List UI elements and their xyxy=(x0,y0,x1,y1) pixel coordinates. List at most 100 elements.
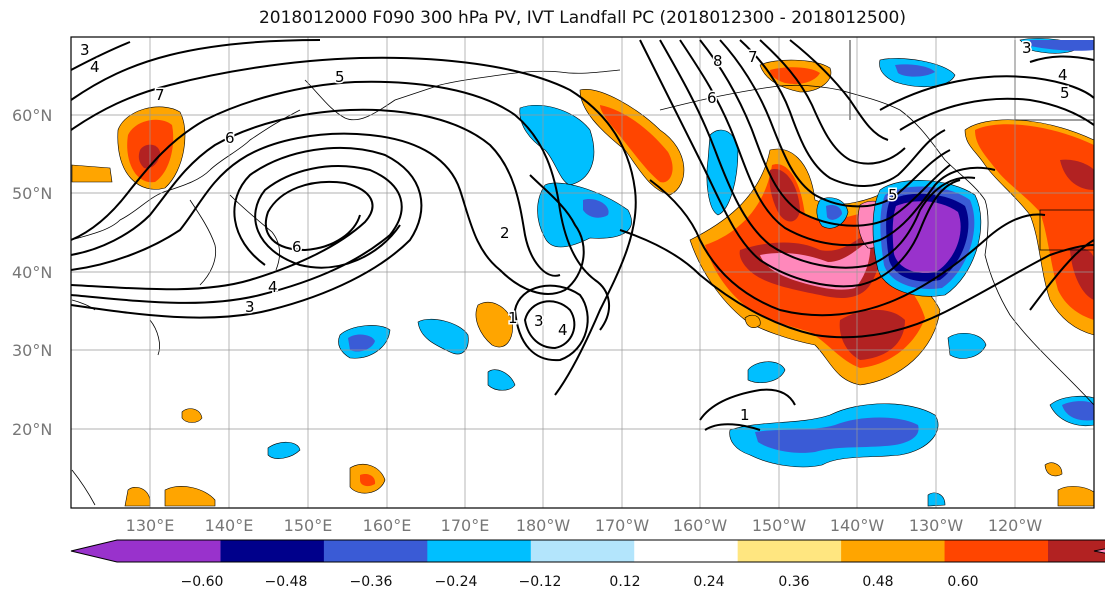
negative-anomaly-region xyxy=(892,201,961,274)
contour-label: 6 xyxy=(225,129,235,147)
positive-anomaly-region xyxy=(360,474,376,487)
lon-label: 180°W xyxy=(516,516,571,535)
lon-label: 160°E xyxy=(363,516,412,535)
colorbar-segments xyxy=(70,539,1105,563)
colorbar-tick-label: −0.60 xyxy=(181,574,224,590)
colorbar-segment xyxy=(737,540,842,562)
contour-label: 7 xyxy=(155,86,165,104)
contour-label: 3 xyxy=(1022,39,1032,57)
latitude-labels: 60°N 50°N 40°N 30°N 20°N xyxy=(12,106,52,439)
lon-label: 170°W xyxy=(595,516,650,535)
lon-label: 150°W xyxy=(752,516,807,535)
positive-anomaly-region xyxy=(475,301,513,348)
contour-label: 3 xyxy=(80,41,90,59)
negative-anomaly-region xyxy=(895,64,935,77)
negative-anomaly-region xyxy=(519,104,595,186)
contour-label: 8 xyxy=(713,52,723,70)
colorbar-segment xyxy=(427,540,532,562)
negative-anomaly-region xyxy=(583,199,609,218)
colorbar-segment xyxy=(530,540,635,562)
colorbar-segment xyxy=(634,540,739,562)
positive-anomaly-region xyxy=(744,314,761,328)
contour-label: 3 xyxy=(534,312,544,330)
colorbar-extend-high xyxy=(1094,548,1105,554)
positive-anomaly-region xyxy=(1044,462,1063,477)
negative-anomaly-region xyxy=(1030,40,1094,51)
colorbar-tick-label: 0.48 xyxy=(862,574,893,590)
lon-label: 170°E xyxy=(441,516,490,535)
longitude-labels: 130°E 140°E 150°E 160°E 170°E 180°W 170°… xyxy=(126,516,1043,535)
negative-anomaly-region xyxy=(947,332,987,359)
lon-label: 150°E xyxy=(284,516,333,535)
negative-anomaly-region xyxy=(755,417,919,453)
lon-label: 120°W xyxy=(988,516,1043,535)
negative-anomaly-region xyxy=(927,492,946,507)
lat-label: 60°N xyxy=(12,106,52,125)
lon-label: 130°E xyxy=(126,516,175,535)
positive-anomaly-region xyxy=(164,486,216,507)
positive-anomaly-region xyxy=(770,67,820,84)
contour-label: 1 xyxy=(740,406,750,424)
negative-anomaly-region xyxy=(537,182,632,248)
colorbar: −0.60 −0.48 −0.36 −0.24 −0.12 0.12 0.24 … xyxy=(70,539,1105,590)
positive-anomaly-region xyxy=(1060,159,1094,190)
contour-label: 4 xyxy=(558,321,568,339)
contour-label: 5 xyxy=(1060,84,1070,102)
positive-anomaly-region xyxy=(138,144,160,169)
lon-label: 140°E xyxy=(205,516,254,535)
lat-label: 20°N xyxy=(12,420,52,439)
positive-anomaly-region xyxy=(1057,486,1095,507)
lon-label: 130°W xyxy=(909,516,964,535)
lon-label: 140°W xyxy=(830,516,885,535)
pv-contours xyxy=(70,39,1095,431)
colorbar-segment xyxy=(1048,540,1105,562)
colorbar-segment xyxy=(323,540,428,562)
colorbar-tick-label: 0.36 xyxy=(778,574,809,590)
lat-label: 40°N xyxy=(12,263,52,282)
colorbar-segment xyxy=(220,540,325,562)
contour-label: 5 xyxy=(335,68,345,86)
contour-label: 1 xyxy=(508,309,518,327)
colorbar-tick-label: 0.60 xyxy=(947,574,978,590)
lat-label: 30°N xyxy=(12,341,52,360)
colorbar-tick-label: −0.12 xyxy=(519,574,562,590)
positive-anomaly-region xyxy=(975,124,1094,320)
positive-anomaly-region xyxy=(769,169,800,222)
positive-anomaly-region xyxy=(71,164,113,183)
lat-label: 50°N xyxy=(12,184,52,203)
contour-label: 4 xyxy=(1058,66,1068,84)
contour-label: 4 xyxy=(268,278,278,296)
map-frame xyxy=(70,36,1095,509)
contour-labels: 3 4 5 7 6 6 3 4 2 1 3 4 8 7 6 5 3 4 5 1 xyxy=(79,38,1072,426)
negative-anomaly-region xyxy=(487,369,516,391)
positive-anomaly-region xyxy=(600,105,673,183)
colorbar-tick-label: −0.48 xyxy=(265,574,308,590)
contour-label: 7 xyxy=(748,48,758,66)
contour-label: 4 xyxy=(90,58,100,76)
negative-anomaly-region xyxy=(417,318,469,355)
negative-anomaly-region xyxy=(826,204,842,220)
colorbar-tick-label: 0.24 xyxy=(693,574,724,590)
negative-anomaly-region xyxy=(1062,401,1094,421)
contour-label: 6 xyxy=(707,89,717,107)
colorbar-tick-label: −0.36 xyxy=(350,574,393,590)
contour-label: 3 xyxy=(245,298,255,316)
positive-anomaly-region xyxy=(181,408,203,423)
positive-anomaly-region xyxy=(1070,248,1094,300)
colorbar-extend-low xyxy=(71,540,221,562)
colorbar-ticks: −0.60 −0.48 −0.36 −0.24 −0.12 0.12 0.24 … xyxy=(181,574,979,590)
colorbar-outline xyxy=(70,539,1105,563)
negative-anomaly-region xyxy=(348,334,375,352)
negative-anomaly-region xyxy=(747,361,786,383)
colorbar-tick-label: −0.24 xyxy=(435,574,478,590)
map-title: 2018012000 F090 300 hPa PV, IVT Landfall… xyxy=(258,8,906,28)
contour-label: 5 xyxy=(888,186,898,204)
lon-label: 160°W xyxy=(673,516,728,535)
colorbar-tick-label: 0.12 xyxy=(609,574,640,590)
negative-anomaly-region xyxy=(267,441,301,459)
colorbar-segment xyxy=(841,540,946,562)
shaded-anomaly-layer xyxy=(71,38,1095,507)
contour-label: 2 xyxy=(500,224,510,242)
colorbar-segment xyxy=(944,540,1049,562)
